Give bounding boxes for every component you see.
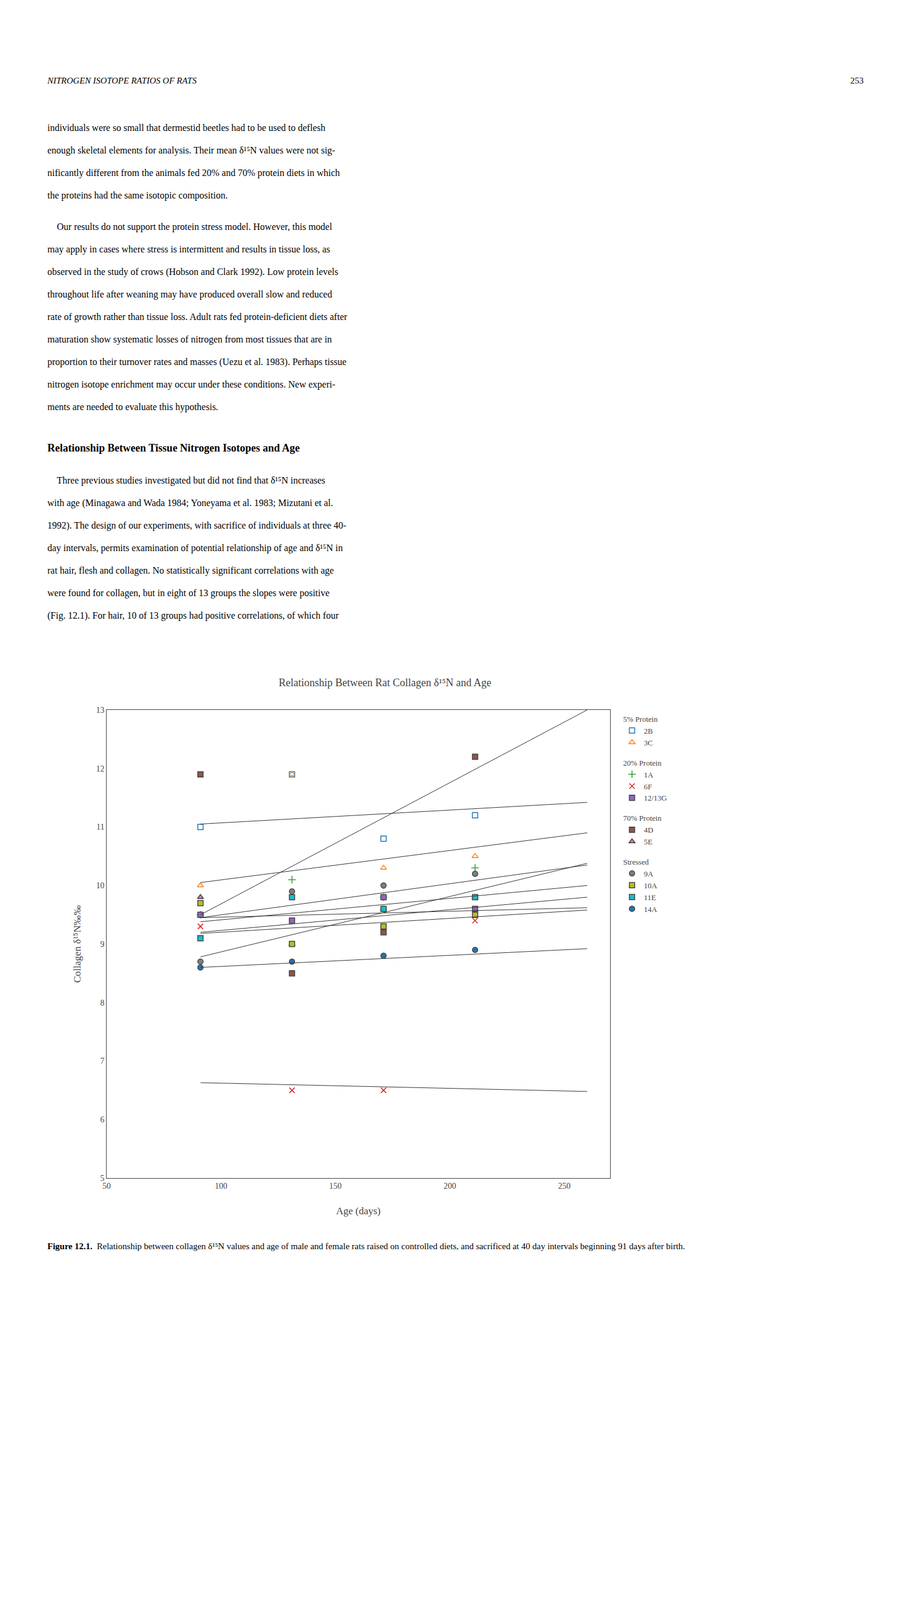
- html-text:(Fig. 12.1). For hair, 10 of 1: (Fig. 12.1). For hair, 10 of 13 groups h…: [47, 610, 339, 621]
- svg-text:150: 150: [329, 1181, 342, 1190]
- svg-text:12/13G: 12/13G: [643, 793, 667, 803]
- html-text:with age (Minagawa and Wada 19: with age (Minagawa and Wada 1984; Yoneya…: [47, 497, 334, 508]
- svg-text:10: 10: [95, 880, 105, 890]
- html-text:the proteins had the same isot: the proteins had the same isotopic compo…: [47, 190, 228, 201]
- html-text:Three previous studies investi: Three previous studies investigated but …: [47, 475, 326, 486]
- html-text:rate of growth rather than tis: rate of growth rather than tissue loss. …: [47, 311, 348, 322]
- html-text:NITROGEN ISOTOPE RATIOS OF RAT: NITROGEN ISOTOPE RATIOS OF RATS: [47, 75, 197, 86]
- html-text:throughout life after weaning: throughout life after weaning may have p…: [47, 289, 333, 300]
- html-text:253: 253: [850, 75, 864, 86]
- svg-text:3C: 3C: [643, 738, 653, 747]
- html-text:Our results do not support the: Our results do not support the protein s…: [47, 221, 333, 232]
- svg-text:Age (days): Age (days): [335, 1204, 381, 1217]
- svg-text:Stressed: Stressed: [623, 857, 650, 866]
- svg-text:9: 9: [100, 939, 105, 949]
- svg-text:9A: 9A: [643, 868, 654, 878]
- svg-text:5% Protein: 5% Protein: [623, 714, 659, 724]
- svg-text:11: 11: [96, 822, 105, 832]
- svg-text:200: 200: [443, 1181, 457, 1190]
- svg-text:6: 6: [100, 1114, 105, 1124]
- svg-text:12: 12: [95, 764, 105, 773]
- svg-text:14A: 14A: [643, 904, 658, 914]
- svg-text:2B: 2B: [643, 726, 654, 736]
- svg-text:50: 50: [102, 1181, 111, 1190]
- svg-text:20% Protein: 20% Protein: [623, 758, 662, 768]
- svg-text:13: 13: [95, 705, 105, 715]
- html-text:Relationship Between Tissue Ni: Relationship Between Tissue Nitrogen Iso…: [47, 441, 300, 454]
- svg-text:8: 8: [100, 998, 105, 1007]
- svg-text:Collagen δ¹⁵N‰‰: Collagen δ¹⁵N‰‰: [71, 905, 83, 983]
- html-text:individuals were so small that: individuals were so small that dermestid…: [47, 122, 326, 133]
- html-text:rat hair, flesh and collagen.: rat hair, flesh and collagen. No statist…: [47, 565, 334, 576]
- html-text:Figure 12.1. Relationship betw: Figure 12.1. Relationship between collag…: [47, 1240, 686, 1251]
- svg-text:6F: 6F: [643, 781, 653, 791]
- html-text:nificantly different from the: nificantly different from the animals fe…: [47, 167, 340, 178]
- html-text:may apply in cases where stres: may apply in cases where stress is inter…: [47, 244, 331, 255]
- svg-text:Relationship Between Rat Colla: Relationship Between Rat Collagen δ¹⁵N a…: [278, 676, 492, 689]
- html-text:ments are needed to evaluate t: ments are needed to evaluate this hypoth…: [47, 401, 219, 412]
- html-text:nitrogen isotope enrichment ma: nitrogen isotope enrichment may occur un…: [47, 379, 336, 390]
- svg-text:5E: 5E: [643, 836, 653, 846]
- svg-text:5: 5: [100, 1173, 105, 1183]
- svg-text:100: 100: [215, 1181, 228, 1190]
- html-text:observed in the study of crows: observed in the study of crows (Hobson a…: [47, 266, 339, 277]
- html-text:day intervals, permits examina: day intervals, permits examination of po…: [47, 542, 343, 553]
- svg-text:1A: 1A: [643, 770, 654, 779]
- html-text:1992). The design of our exper: 1992). The design of our experiments, wi…: [47, 520, 347, 531]
- html-text:maturation show systematic los: maturation show systematic losses of nit…: [47, 334, 332, 345]
- html-text:proportion to their turnover r: proportion to their turnover rates and m…: [47, 356, 347, 367]
- svg-text:11E: 11E: [643, 892, 657, 902]
- svg-text:70% Protein: 70% Protein: [623, 813, 662, 823]
- svg-text:250: 250: [557, 1181, 571, 1190]
- html-text:were found for collagen, but i: were found for collagen, but in eight of…: [47, 587, 330, 598]
- svg-text:4D: 4D: [643, 825, 654, 834]
- svg-text:10A: 10A: [643, 880, 658, 890]
- html-text:enough skeletal elements for a: enough skeletal elements for analysis. T…: [47, 145, 336, 156]
- svg-text:7: 7: [100, 1056, 105, 1066]
